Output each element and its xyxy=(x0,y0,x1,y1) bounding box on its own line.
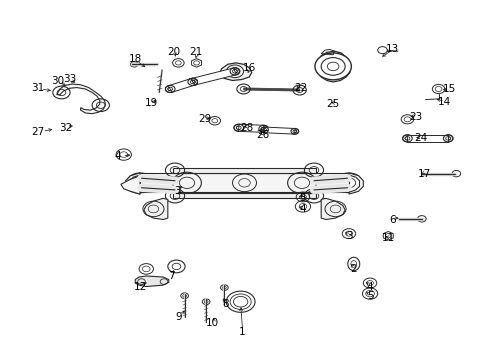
Text: 1: 1 xyxy=(239,327,245,337)
Text: 24: 24 xyxy=(413,133,427,143)
Text: 16: 16 xyxy=(242,63,255,73)
Polygon shape xyxy=(191,68,236,85)
Text: 7: 7 xyxy=(168,271,175,281)
Text: 23: 23 xyxy=(408,112,422,122)
Text: 31: 31 xyxy=(31,82,44,93)
Polygon shape xyxy=(191,59,201,67)
Polygon shape xyxy=(348,173,363,194)
Polygon shape xyxy=(172,193,316,198)
Text: 10: 10 xyxy=(205,318,218,328)
Text: 25: 25 xyxy=(326,99,339,109)
Text: 27: 27 xyxy=(31,127,44,138)
Text: 30: 30 xyxy=(51,76,64,86)
Text: 21: 21 xyxy=(188,47,202,57)
Polygon shape xyxy=(172,168,316,173)
Polygon shape xyxy=(264,127,294,134)
Polygon shape xyxy=(407,135,447,142)
Polygon shape xyxy=(383,231,392,240)
Text: 26: 26 xyxy=(256,130,269,140)
Text: 19: 19 xyxy=(144,98,157,108)
Text: 11: 11 xyxy=(381,233,394,243)
Text: 3: 3 xyxy=(345,231,351,242)
Polygon shape xyxy=(168,79,194,92)
Text: 9: 9 xyxy=(175,312,182,322)
Text: 13: 13 xyxy=(385,44,398,54)
Text: 2: 2 xyxy=(350,264,356,274)
Text: 18: 18 xyxy=(128,54,142,64)
Polygon shape xyxy=(57,84,105,114)
Text: 29: 29 xyxy=(198,114,211,124)
Text: 20: 20 xyxy=(167,47,180,57)
Text: 8: 8 xyxy=(222,299,228,309)
Text: 22: 22 xyxy=(294,82,307,93)
Text: 3: 3 xyxy=(174,186,181,196)
Polygon shape xyxy=(219,63,251,81)
Polygon shape xyxy=(140,173,348,192)
Text: 4: 4 xyxy=(366,282,373,292)
Polygon shape xyxy=(125,173,140,194)
Text: 15: 15 xyxy=(442,84,455,94)
Text: 5: 5 xyxy=(299,193,305,203)
Text: 33: 33 xyxy=(63,75,76,85)
Polygon shape xyxy=(143,198,167,220)
Text: 32: 32 xyxy=(60,123,73,133)
Circle shape xyxy=(130,62,138,67)
Text: 12: 12 xyxy=(133,282,146,292)
Text: 14: 14 xyxy=(437,98,450,107)
Polygon shape xyxy=(317,51,349,82)
Polygon shape xyxy=(238,124,264,132)
Text: 28: 28 xyxy=(240,123,253,133)
Polygon shape xyxy=(321,198,345,220)
Text: 6: 6 xyxy=(388,215,395,225)
Polygon shape xyxy=(135,276,168,287)
Circle shape xyxy=(314,53,351,80)
Text: 4: 4 xyxy=(299,204,305,214)
Text: 17: 17 xyxy=(417,168,430,179)
Polygon shape xyxy=(121,176,140,194)
Text: 4: 4 xyxy=(114,151,121,161)
Text: 5: 5 xyxy=(366,291,373,301)
